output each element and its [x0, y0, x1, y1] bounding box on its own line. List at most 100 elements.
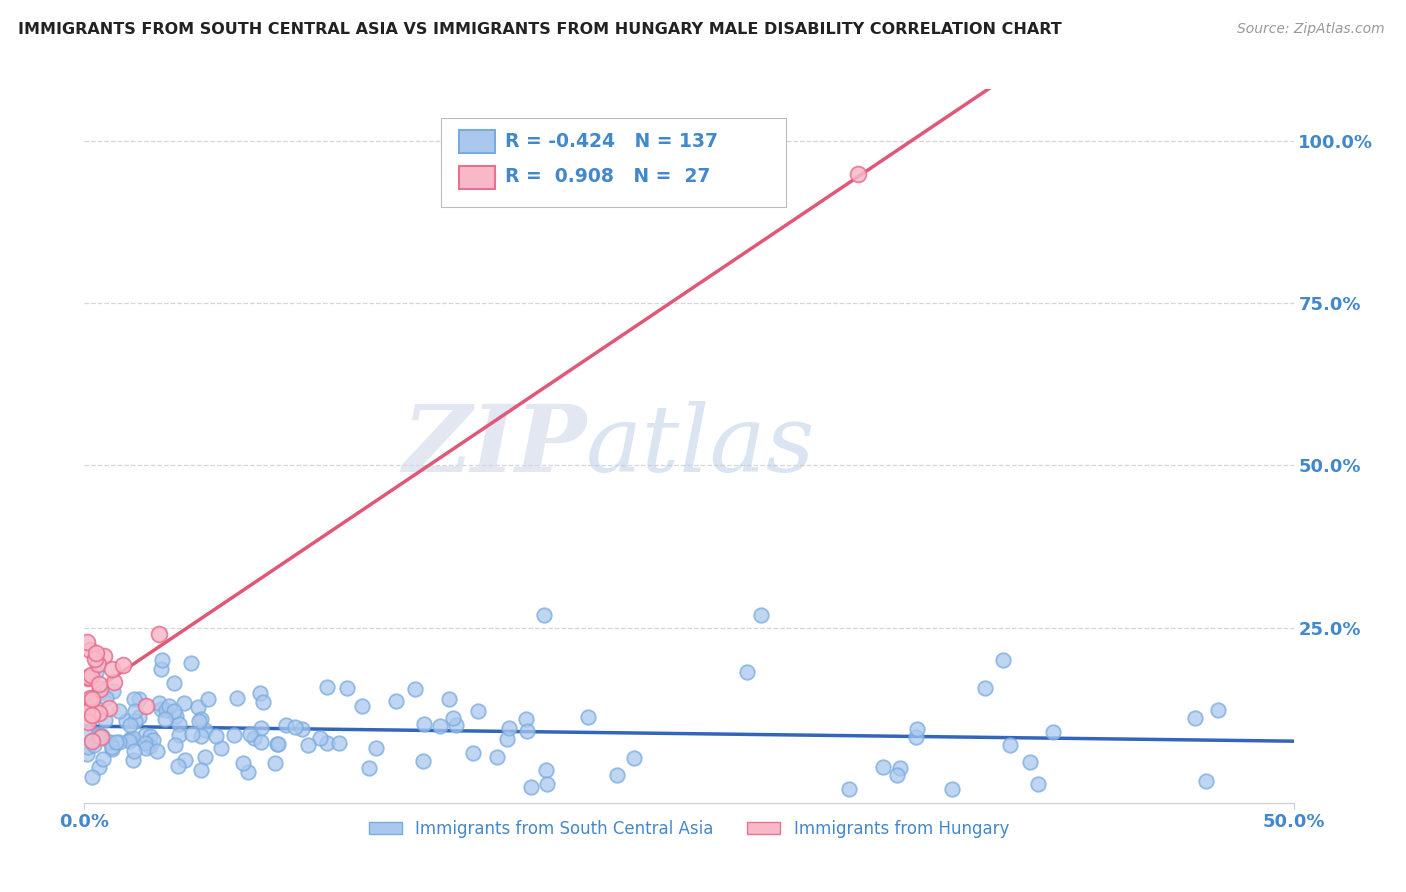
Point [173, 696, 195, 710]
Point [515, 712, 537, 726]
Point [148, 627, 170, 641]
Point [222, 728, 245, 742]
Point [190, 712, 212, 726]
Point [315, 736, 337, 750]
Point [134, 736, 156, 750]
Point [84, 652, 107, 666]
Point [993, 653, 1015, 667]
Point [128, 710, 150, 724]
Point [101, 740, 124, 755]
Point [128, 692, 150, 706]
Text: R = -0.424   N = 137: R = -0.424 N = 137 [505, 132, 718, 151]
Point [139, 729, 162, 743]
Point [735, 665, 758, 679]
Point [146, 744, 169, 758]
Point [264, 756, 287, 771]
Point [134, 729, 156, 743]
Point [249, 735, 271, 749]
Point [461, 746, 484, 760]
Point [998, 738, 1021, 752]
Point [163, 704, 186, 718]
Point [76, 747, 98, 761]
Point [82, 693, 104, 707]
Point [139, 739, 162, 753]
Point [103, 674, 125, 689]
Point [350, 699, 373, 714]
Point [576, 710, 599, 724]
Point [194, 750, 217, 764]
Point [444, 718, 467, 732]
Point [441, 711, 464, 725]
Point [315, 680, 337, 694]
Point [87, 657, 110, 671]
Point [77, 715, 100, 730]
Point [94, 690, 117, 705]
Point [197, 692, 219, 706]
Point [91, 730, 114, 744]
Point [93, 649, 115, 664]
Point [385, 694, 408, 708]
Point [76, 705, 98, 719]
Point [226, 690, 249, 705]
Point [155, 703, 177, 717]
Point [150, 702, 173, 716]
Point [77, 740, 100, 755]
Point [190, 763, 212, 777]
Point [124, 704, 146, 718]
Legend: Immigrants from South Central Asia, Immigrants from Hungary: Immigrants from South Central Asia, Immi… [363, 814, 1015, 845]
Point [1026, 776, 1049, 790]
FancyBboxPatch shape [441, 118, 786, 207]
FancyBboxPatch shape [460, 130, 495, 153]
Point [623, 751, 645, 765]
Point [485, 749, 508, 764]
Point [1184, 711, 1206, 725]
Point [467, 704, 489, 718]
Point [135, 741, 157, 756]
Point [163, 676, 186, 690]
Point [84, 665, 107, 680]
Point [118, 733, 141, 747]
Point [79, 643, 101, 657]
Point [122, 753, 145, 767]
Point [533, 607, 555, 622]
Point [150, 662, 173, 676]
Point [536, 777, 558, 791]
Point [80, 668, 103, 682]
Point [751, 607, 773, 622]
Point [89, 682, 111, 697]
Point [89, 731, 111, 745]
Point [187, 700, 209, 714]
Point [439, 691, 461, 706]
Point [84, 646, 107, 660]
Point [429, 719, 451, 733]
Point [1042, 724, 1064, 739]
Point [122, 731, 145, 746]
Point [98, 735, 121, 749]
Point [108, 735, 131, 749]
Point [889, 761, 911, 775]
Point [236, 765, 259, 780]
Text: atlas: atlas [586, 401, 815, 491]
Point [76, 670, 98, 684]
Point [366, 740, 388, 755]
Point [101, 683, 124, 698]
Point [142, 732, 165, 747]
Point [107, 704, 129, 718]
Point [155, 712, 177, 726]
Point [101, 742, 124, 756]
Point [120, 717, 142, 731]
Point [120, 731, 142, 746]
Point [76, 670, 98, 684]
Point [166, 759, 188, 773]
Point [76, 634, 98, 648]
Point [101, 662, 124, 676]
Point [90, 730, 112, 744]
Point [239, 727, 262, 741]
Point [90, 685, 112, 699]
Point [87, 759, 110, 773]
Text: ZIP: ZIP [402, 401, 586, 491]
Point [520, 780, 543, 794]
Point [243, 731, 266, 745]
Point [357, 761, 380, 775]
Point [252, 695, 274, 709]
